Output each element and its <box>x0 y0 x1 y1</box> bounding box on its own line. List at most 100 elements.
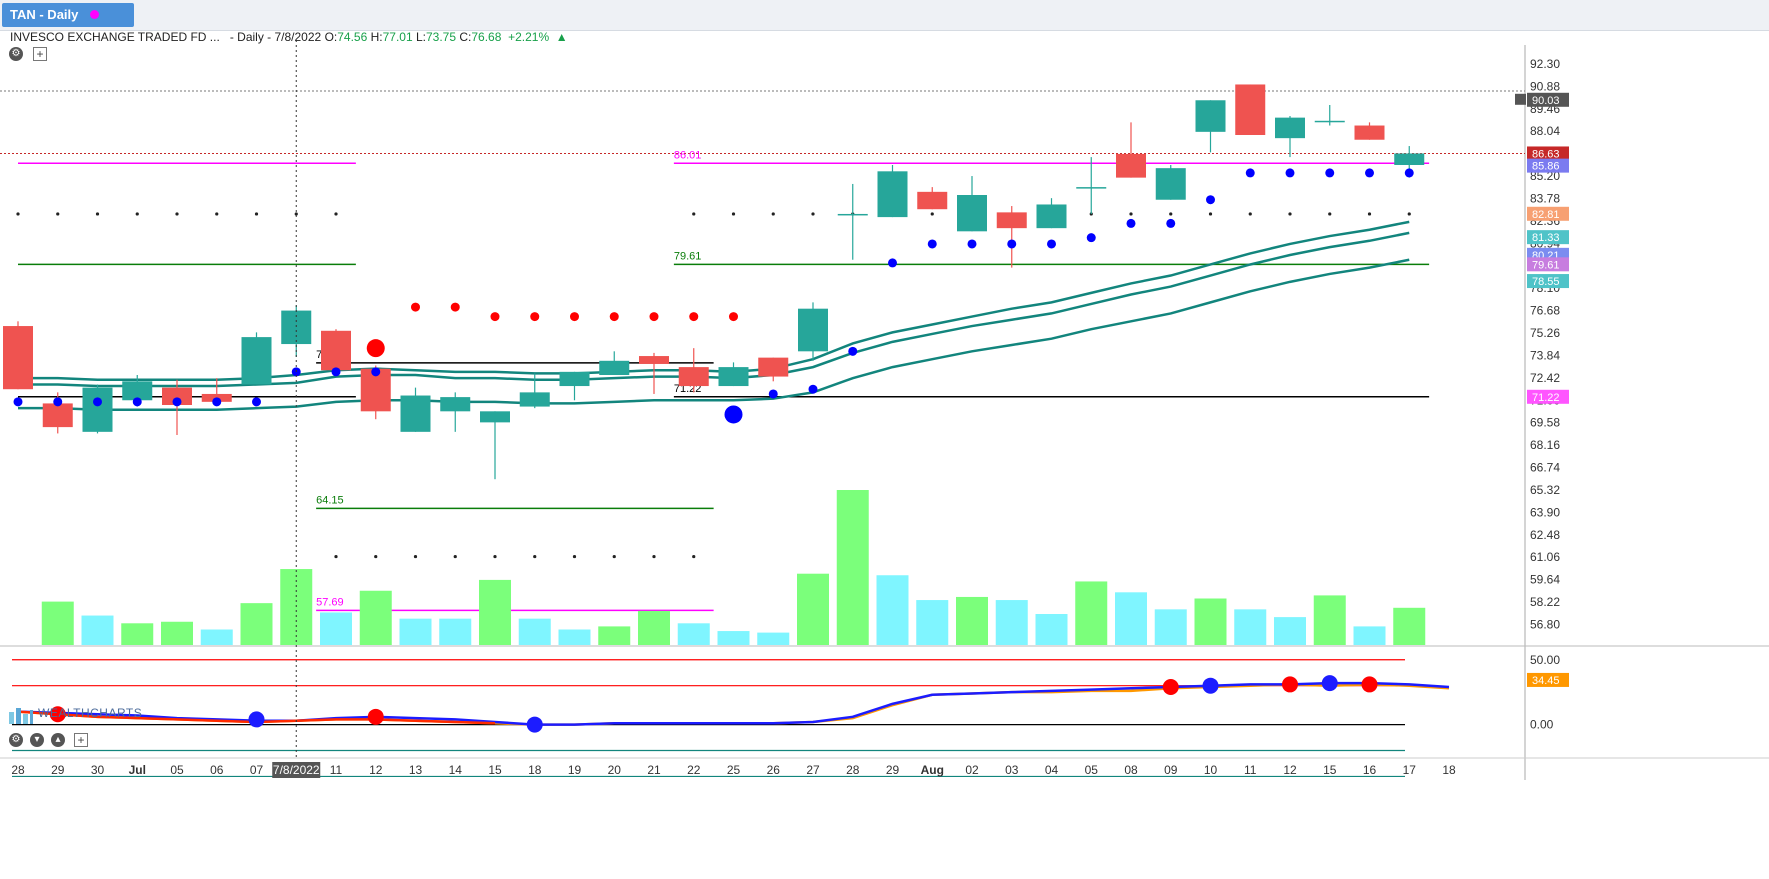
volume-bar <box>836 490 869 645</box>
pivot-dot <box>294 212 298 216</box>
date-tick-label: 18 <box>1442 763 1456 777</box>
sar-dot <box>927 239 937 249</box>
chart-toolbar: TAN - Daily <box>0 0 1769 31</box>
volume-bar <box>1154 609 1187 645</box>
pivot-dot <box>413 554 418 559</box>
volume-bar <box>320 612 352 645</box>
date-tick-label: 16 <box>1363 763 1377 777</box>
chart-tab[interactable]: TAN - Daily <box>2 3 134 27</box>
pivot-dot <box>175 212 179 216</box>
sar-dot <box>848 346 858 356</box>
date-tick-label: Jul <box>129 763 146 777</box>
date-tick-label: 19 <box>568 763 582 777</box>
sar-dot <box>1007 239 1017 249</box>
moving-averages <box>18 220 1410 411</box>
price-tick-label: 58.22 <box>1530 595 1560 609</box>
date-tick-label: 07 <box>250 763 264 777</box>
candle-body <box>917 191 948 210</box>
color-dot-icon <box>90 10 100 19</box>
pivot-dot <box>1169 212 1173 216</box>
pivot-dot <box>254 212 259 216</box>
volume-bar <box>200 629 233 645</box>
change-percent: +2.21% <box>508 30 550 44</box>
sar-signal-dot <box>724 405 743 424</box>
date-tick-label: 21 <box>647 763 661 777</box>
pivot-dot <box>135 212 139 216</box>
volume-bar <box>1393 607 1426 645</box>
pivot-dot <box>1248 212 1252 216</box>
logo-icon <box>9 708 33 724</box>
indicator-dot <box>1321 675 1338 692</box>
indicator-tick-label: 50.00 <box>1530 653 1560 667</box>
price-tag-label: 79.61 <box>1532 259 1560 271</box>
sar-dot <box>411 302 420 312</box>
instrument-name: INVESCO EXCHANGE TRADED FD ... <box>10 30 220 44</box>
date-tick-label: 09 <box>1164 763 1178 777</box>
date-tick-label: 13 <box>409 763 423 777</box>
plus-icon <box>1515 93 1526 105</box>
ohlc-infoline: INVESCO EXCHANGE TRADED FD ... - Daily -… <box>10 29 568 45</box>
price-tag-label: 85.86 <box>1532 161 1560 173</box>
sar-dot <box>808 384 818 394</box>
pivot-dot <box>731 212 736 216</box>
date-tick-label: 04 <box>1045 763 1059 777</box>
chevron-down-icon[interactable]: ▾ <box>30 733 44 747</box>
candle-body <box>82 387 113 432</box>
candle-body <box>718 367 749 387</box>
sar-dot <box>1285 168 1295 178</box>
plus-icon[interactable]: + <box>33 47 47 61</box>
volume-bar <box>41 601 74 645</box>
sar-dot <box>1166 218 1176 228</box>
level-label: 64.15 <box>316 494 344 506</box>
price-tag-label: 78.55 <box>1532 276 1560 288</box>
indicator-dot <box>1361 676 1378 693</box>
period-date: - Daily - 7/8/2022 <box>229 30 322 44</box>
open-value: 74.56 <box>337 30 368 44</box>
gear-icon[interactable]: ⚙ <box>9 733 23 747</box>
indicator-dot <box>367 708 384 725</box>
date-tick-label: 30 <box>91 763 105 777</box>
volume-bar <box>717 631 750 645</box>
date-tick-label: 29 <box>51 763 65 777</box>
sar-dot <box>768 389 778 399</box>
sar-dot <box>1325 168 1335 178</box>
pivot-dot <box>493 554 497 559</box>
pivot-dot <box>771 212 775 216</box>
gear-icon[interactable]: ⚙ <box>9 47 23 61</box>
price-tick-label: 72.42 <box>1530 371 1560 385</box>
pivot-dot <box>1129 212 1133 216</box>
candle-body <box>1235 84 1266 135</box>
price-tick-label: 73.84 <box>1530 348 1560 362</box>
price-tick-label: 83.78 <box>1530 191 1560 205</box>
chevron-up-icon[interactable]: ▴ <box>51 733 65 747</box>
price-tick-label: 66.74 <box>1530 461 1560 475</box>
candle-body <box>1275 117 1305 139</box>
moving-average-line <box>18 220 1410 381</box>
price-axis: 92.3090.8889.4688.0486.6385.2083.7882.36… <box>1530 57 1560 632</box>
pivot-dot <box>1367 212 1372 216</box>
high-value: 77.01 <box>382 30 413 44</box>
pivot-dot <box>453 554 457 559</box>
indicator-value-tag <box>1527 672 1569 687</box>
volume-bar <box>995 600 1028 645</box>
candle-body <box>122 381 153 401</box>
price-tags: 90.0386.6385.8682.8181.3380.2179.6178.55… <box>1515 92 1569 404</box>
open-label: O: <box>324 30 338 44</box>
price-tick-label: 68.16 <box>1530 438 1560 452</box>
chart-tab-title: TAN - Daily <box>10 7 79 22</box>
plus-icon[interactable]: + <box>74 733 88 747</box>
candle-body <box>758 357 789 377</box>
sar-dot <box>371 367 381 377</box>
candle-body <box>1354 125 1385 140</box>
volume-bar <box>956 596 988 645</box>
date-tick-label: 11 <box>330 763 343 777</box>
volume-bar <box>598 626 631 645</box>
level-label: 79.61 <box>674 250 702 262</box>
sar-dot <box>331 367 341 377</box>
date-tick-label: 15 <box>488 763 502 777</box>
sar-dot <box>689 312 699 322</box>
price-tick-label: 59.64 <box>1530 573 1560 587</box>
price-tick-label: 61.06 <box>1530 550 1560 564</box>
candle-body <box>1036 204 1067 229</box>
